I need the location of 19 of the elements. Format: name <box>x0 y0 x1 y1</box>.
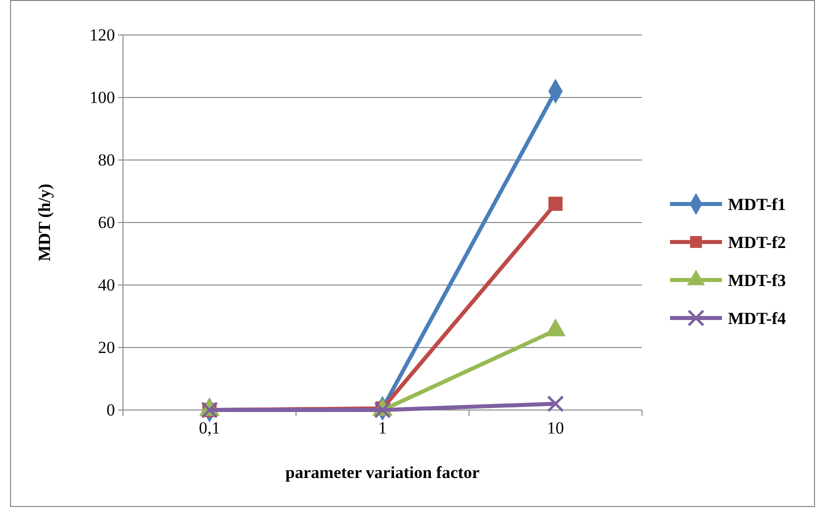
y-tick-label: 100 <box>90 88 115 107</box>
x-tick-label: 0,1 <box>198 418 220 438</box>
legend-label: MDT-f3 <box>728 271 786 290</box>
x-tick-label: 1 <box>378 418 387 438</box>
x-axis-title: parameter variation factor <box>285 463 480 482</box>
y-tick-label: 40 <box>98 275 115 294</box>
point <box>546 395 564 412</box>
y-tick-label: 0 <box>106 400 115 420</box>
x-tick-label: 10 <box>547 418 564 438</box>
y-tick-label: 80 <box>98 150 115 170</box>
point <box>548 196 563 211</box>
y-tick-label: 120 <box>90 25 115 44</box>
y-axis-title: MDT (h/y) <box>35 184 54 262</box>
point <box>374 401 392 419</box>
legend-label: MDT-f4 <box>728 309 786 328</box>
y-tick-label: 20 <box>98 338 115 357</box>
y-tick-label: 60 <box>98 212 115 232</box>
legend-label: MDT-f1 <box>728 195 786 214</box>
legend-label: MDT-f2 <box>728 233 786 252</box>
